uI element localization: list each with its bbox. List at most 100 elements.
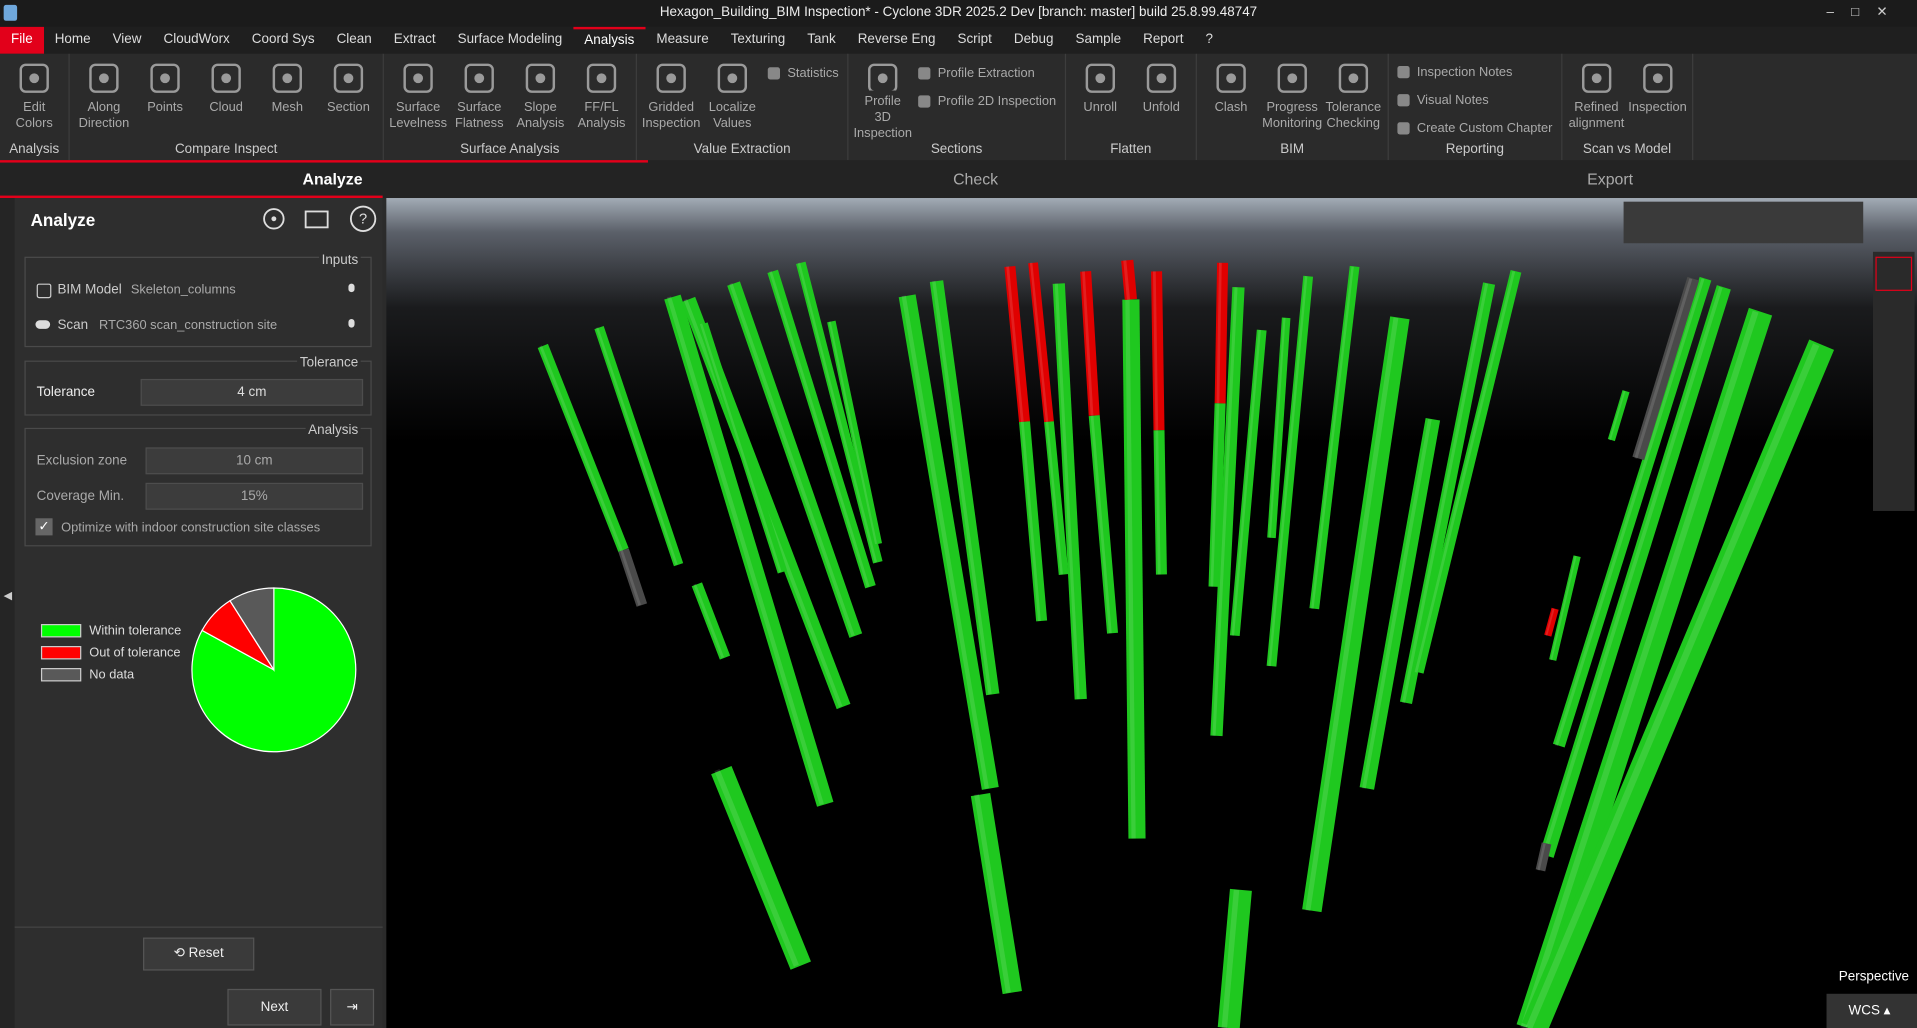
column-highlight [1210, 403, 1220, 587]
icon-dot [1156, 73, 1167, 84]
ribbon-button[interactable]: Slope Analysis [510, 54, 571, 142]
input-value[interactable]: Skeleton_columns [130, 282, 236, 298]
view-toolbar[interactable] [1623, 201, 1864, 244]
menu-item[interactable]: Coord Sys [251, 31, 315, 47]
ribbon-button[interactable]: Surface Levelness [388, 54, 449, 142]
pick-button[interactable] [348, 319, 355, 328]
ribbon-button[interactable]: Unfold [1131, 54, 1192, 142]
input-value[interactable]: RTC360 scan_construction site [99, 317, 278, 333]
column-highlight [932, 280, 992, 695]
checkbox-label[interactable]: Optimize with indoor construction site c… [61, 520, 321, 536]
ribbon-button[interactable]: Along Direction [73, 54, 134, 142]
menu-item[interactable]: Surface Modeling [457, 31, 563, 47]
window-controls[interactable]: ‒□✕ [1826, 4, 1905, 20]
menu-item[interactable]: Measure [656, 31, 709, 47]
menu-item[interactable]: Analysis [573, 26, 646, 53]
icon-dot [666, 73, 677, 84]
menu-item[interactable]: Script [957, 31, 992, 47]
column-highlight [828, 321, 878, 545]
ribbon-button[interactable]: Surface Flatness [449, 54, 510, 142]
column [1019, 421, 1048, 622]
column [1217, 888, 1252, 1028]
menu-item[interactable]: Reverse Eng [857, 31, 936, 47]
group-label: BIM [1280, 141, 1305, 157]
column [1229, 329, 1267, 637]
menu-item[interactable]: File [0, 26, 44, 54]
ribbon-button[interactable]: Profile 3D Inspection [852, 54, 913, 142]
exclusion-input[interactable]: 10 cm [145, 447, 364, 475]
menu-item[interactable]: Sample [1075, 31, 1122, 47]
menu-item[interactable]: View [112, 31, 142, 47]
ribbon-small-button[interactable]: Profile Extraction [918, 59, 1056, 87]
side-strip[interactable]: ◀ [0, 198, 15, 1028]
ribbon-button[interactable]: Refined alignment [1566, 54, 1627, 142]
tolerance-input[interactable]: 4 cm [140, 378, 364, 406]
ribbon-small-button[interactable]: Visual Notes [1397, 86, 1552, 114]
column-highlight [1634, 278, 1693, 459]
ribbon-button[interactable]: Clash [1200, 54, 1261, 142]
input-label: BIM Model [57, 282, 122, 298]
step[interactable]: Check [953, 169, 999, 189]
ribbon-button[interactable]: Tolerance Checking [1323, 54, 1384, 142]
frame-selector[interactable]: WCS ▴ [1826, 993, 1917, 1028]
column-highlight [693, 583, 725, 659]
small-icon [767, 66, 781, 79]
tolerance-group: Tolerance Tolerance 4 cm [24, 355, 372, 416]
icon-dot [413, 73, 424, 84]
icon-shape [1338, 63, 1368, 93]
ribbon-button[interactable]: Unroll [1070, 54, 1131, 142]
column [1549, 555, 1581, 661]
column-highlight [1414, 271, 1516, 673]
menu-item[interactable]: Extract [393, 31, 436, 47]
exit-button[interactable]: ⇥ [330, 988, 375, 1026]
3d-viewport[interactable]: Perspective WCS ▴ [386, 198, 1917, 1028]
ribbon-button[interactable]: Points [134, 54, 195, 142]
reset-button[interactable]: ⟲ Reset [143, 937, 255, 971]
nav-toolbar[interactable] [1872, 251, 1915, 511]
ribbon-buttons: Edit Colors [0, 54, 68, 142]
column-highlight [1123, 260, 1130, 300]
next-button[interactable]: Next [227, 988, 322, 1026]
ribbon-button[interactable]: Inspection [1627, 54, 1688, 142]
button-icon [1338, 63, 1368, 93]
button-icon [89, 63, 119, 93]
column [1004, 265, 1030, 423]
ribbon-button[interactable]: Localize Values [702, 54, 763, 142]
column-highlight [1311, 266, 1354, 609]
button-label: alignment [1568, 116, 1625, 131]
panel-icons[interactable]: ? [259, 204, 381, 236]
ribbon-button[interactable]: FF/FL Analysis [571, 54, 632, 142]
ribbon-button[interactable]: Cloud [196, 54, 257, 142]
menu-item[interactable]: CloudWorx [163, 31, 230, 47]
active-tool[interactable] [1875, 256, 1913, 291]
ribbon-small-button[interactable]: Profile 2D Inspection [918, 87, 1056, 115]
checkbox[interactable]: ✓ [35, 518, 53, 536]
button-label: Reset [188, 946, 224, 961]
menu-item[interactable]: Clean [336, 31, 372, 47]
menu-item[interactable]: Debug [1013, 31, 1054, 47]
step[interactable]: Export [1587, 169, 1634, 189]
coverage-input[interactable]: 15% [145, 482, 364, 510]
ribbon-button[interactable]: Edit Colors [4, 54, 65, 142]
menu-item[interactable]: Report [1143, 31, 1184, 47]
button-icon [1216, 63, 1246, 93]
ribbon-button[interactable]: Section [318, 54, 379, 142]
step[interactable]: Analyze [302, 169, 363, 189]
menu-item[interactable]: Home [54, 31, 91, 47]
icon-dot [1226, 73, 1236, 84]
ribbon-button[interactable]: Mesh [257, 54, 318, 142]
ribbon-small-button[interactable]: Inspection Notes [1397, 59, 1552, 87]
menu-item[interactable]: Tank [807, 31, 836, 47]
button-icon [868, 63, 898, 91]
ribbon-button[interactable]: Gridded Inspection [641, 54, 702, 142]
menu-item[interactable]: ? [1205, 31, 1213, 47]
ribbon-small-button[interactable]: Statistics [767, 59, 839, 87]
button-icon [525, 63, 556, 93]
pick-button[interactable] [348, 283, 355, 293]
column-highlight [1537, 843, 1546, 871]
ribbon-button[interactable]: Progress Monitoring [1262, 54, 1323, 142]
ribbon-small-button[interactable]: Create Custom Chapter [1397, 114, 1552, 142]
menu-item[interactable]: Texturing [730, 31, 786, 47]
icon-shape [525, 63, 556, 93]
icon-dot [596, 73, 607, 84]
